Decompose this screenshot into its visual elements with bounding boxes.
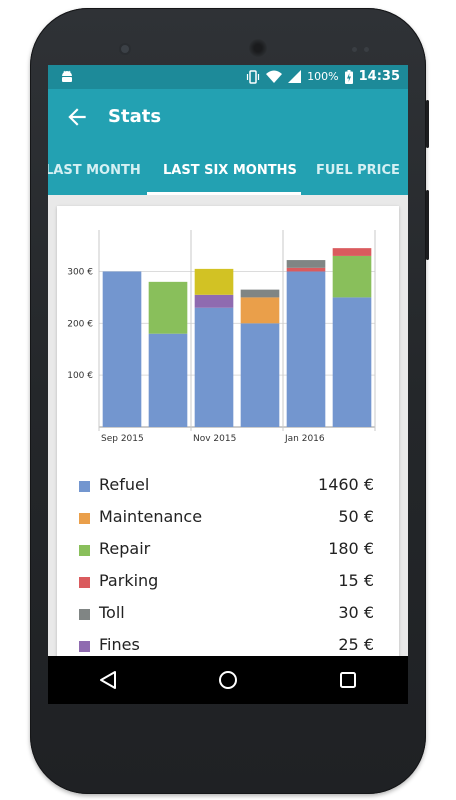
legend-value: 15 € [338, 571, 374, 590]
status-time: 14:35 [358, 69, 400, 84]
front-camera [121, 45, 129, 53]
bar-segment [148, 281, 188, 334]
legend-label: Toll [99, 603, 125, 622]
tab-fuel-price[interactable]: FUEL PRICE [316, 163, 400, 178]
arrow-back-icon[interactable] [64, 104, 90, 130]
bar-segment [332, 255, 372, 298]
bar-segment [102, 271, 142, 427]
signal-icon [288, 70, 302, 83]
legend-item-maintenance: Maintenance 50 € [57, 502, 399, 534]
bar-segment [194, 307, 234, 427]
legend-item-fines: Fines 25 € [57, 630, 399, 662]
status-bar: 100% 14:35 [48, 65, 408, 89]
bar-segment [194, 268, 234, 295]
legend-item-parking: Parking 15 € [57, 566, 399, 598]
legend-swatch [79, 513, 90, 524]
bar-segment [240, 323, 280, 427]
light-sensor [364, 47, 369, 52]
legend-swatch [79, 609, 90, 620]
legend-label: Maintenance [99, 507, 203, 526]
x-tick-label: Nov 2015 [193, 434, 236, 444]
screen: 100% 14:35 Stats LAST MONTH LAST SIX MON… [48, 65, 408, 703]
nav-recents-button[interactable] [328, 660, 368, 700]
legend-value: 50 € [338, 507, 374, 526]
legend-value: 25 € [338, 635, 374, 654]
bar-segment [332, 297, 372, 427]
battery-charging-icon [344, 69, 353, 84]
legend-item-repair: Repair 180 € [57, 534, 399, 566]
wifi-icon [266, 70, 283, 83]
power-button [426, 100, 429, 148]
bar-segment [148, 333, 188, 427]
bar-segment [240, 289, 280, 298]
legend-value: 30 € [338, 603, 374, 622]
expenses-chart: 100 € 200 € 300 € Sep 2015 Nov 2015 Jan 2016 [67, 230, 376, 444]
legend-swatch [79, 481, 90, 492]
earpiece-speaker [249, 39, 267, 57]
nav-back-button[interactable] [88, 660, 128, 700]
nav-home-button[interactable] [208, 660, 248, 700]
legend-swatch [79, 545, 90, 556]
battery-percent: 100% [307, 70, 339, 83]
tab-last-month[interactable]: LAST MONTH [48, 163, 141, 178]
legend-label: Parking [99, 571, 159, 590]
proximity-sensor [352, 47, 357, 52]
bar-segment [286, 260, 326, 268]
y-tick-label: 300 € [67, 267, 93, 277]
y-tick-label: 100 € [67, 371, 93, 381]
bar-segment [286, 267, 326, 272]
stats-card: 100 €200 €300 € Sep 2015 Nov 2015 Jan 2016 … [57, 206, 399, 703]
bar-segment [286, 271, 326, 427]
legend-label: Fines [99, 635, 140, 654]
back-triangle-icon [100, 671, 116, 689]
tab-bar: LAST MONTH LAST SIX MONTHS FUEL PRICE [48, 145, 408, 195]
legend-value: 1460 € [318, 475, 374, 494]
bar-segment [332, 248, 372, 256]
x-tick-label: Jan 2016 [284, 434, 325, 444]
tab-last-six-months[interactable]: LAST SIX MONTHS [163, 163, 297, 178]
legend-value: 180 € [328, 539, 374, 558]
bar-segment [194, 294, 234, 308]
bar-segment [240, 297, 280, 324]
tab-indicator [147, 192, 301, 195]
y-tick-label: 200 € [67, 319, 93, 329]
legend-swatch [79, 641, 90, 652]
legend-label: Refuel [99, 475, 150, 494]
legend-swatch [79, 577, 90, 588]
navigation-bar [48, 656, 408, 704]
vibrate-icon [247, 69, 260, 84]
home-circle-icon [219, 671, 237, 689]
app-bar: Stats [48, 89, 408, 145]
android-icon [62, 70, 72, 82]
legend-item-refuel: Refuel 1460 € [57, 470, 399, 502]
legend-label: Repair [99, 539, 151, 558]
legend-item-toll: Toll 30 € [57, 598, 399, 630]
recents-square-icon [340, 672, 356, 688]
volume-button [426, 190, 429, 260]
x-tick-label: Sep 2015 [101, 434, 144, 444]
page-title: Stats [108, 106, 162, 127]
